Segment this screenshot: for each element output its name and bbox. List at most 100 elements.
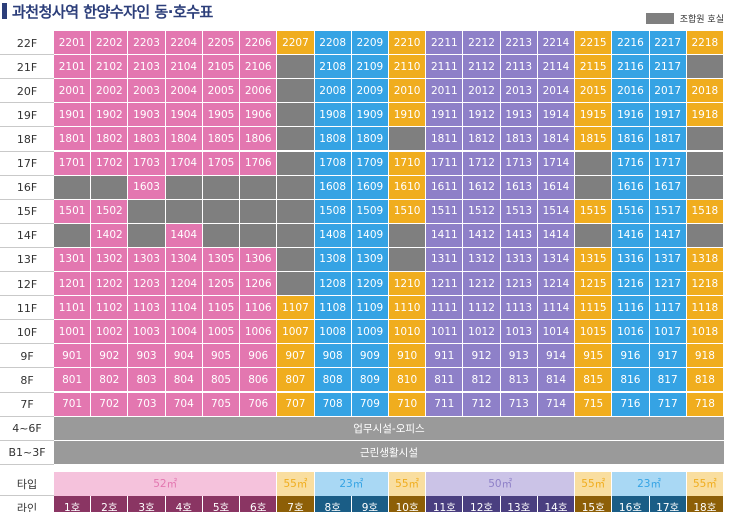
union-member-unit-cell xyxy=(91,175,129,200)
union-member-unit-cell xyxy=(277,223,315,248)
unit-cell: 2108 xyxy=(314,55,352,80)
unit-cell: 914 xyxy=(537,344,576,369)
unit-cell: 710 xyxy=(389,392,427,417)
unit-cell: 807 xyxy=(277,368,315,393)
floor-row: 18F 1801 1802 1803 1804 1805 1806 1808 1809 1811 1… xyxy=(0,127,730,152)
floor-label: 19F xyxy=(16,108,38,122)
legend-swatch xyxy=(645,13,674,24)
unit-cell: 1308 xyxy=(314,247,352,272)
unit-cell: 1303 xyxy=(128,247,166,272)
unit-cell: 817 xyxy=(649,368,687,393)
unit-cell: 801 xyxy=(54,368,92,393)
union-member-unit-cell xyxy=(686,175,724,200)
unit-cell: 909 xyxy=(351,344,389,369)
unit-cell: 1102 xyxy=(91,296,129,321)
unit-cell: 1005 xyxy=(202,320,241,345)
unit-cell: 1201 xyxy=(54,272,92,297)
union-member-unit-cell xyxy=(277,127,315,152)
unit-cell: 1815 xyxy=(575,127,613,152)
unit-cell: 918 xyxy=(686,344,724,369)
unit-cell: 1806 xyxy=(240,127,278,152)
unit-cell: 706 xyxy=(240,392,278,417)
unit-cell: 1511 xyxy=(426,199,464,224)
unit-cell: 703 xyxy=(128,392,166,417)
unit-cell: 2105 xyxy=(202,55,241,80)
line-cell: 8호 xyxy=(314,495,352,512)
unit-cell: 1416 xyxy=(612,223,650,248)
unit-cell: 1208 xyxy=(314,272,352,297)
union-member-unit-cell xyxy=(54,175,92,200)
union-member-unit-cell xyxy=(277,103,315,128)
unit-cell: 2204 xyxy=(165,31,203,56)
unit-cell: 1905 xyxy=(202,103,241,128)
type-segment: 23㎡ xyxy=(612,471,687,496)
floor-row: 16F 1603 1608 1609 1610 1611 1612 1613 1614 1616 1… xyxy=(0,175,730,200)
unit-cell: 902 xyxy=(91,344,129,369)
unit-cell: 2206 xyxy=(240,31,278,56)
unit-cell: 1413 xyxy=(500,223,538,248)
unit-cell: 1802 xyxy=(91,127,129,152)
unit-cell: 1417 xyxy=(649,223,687,248)
unit-cell: 1314 xyxy=(537,247,576,272)
floor-label: 9F xyxy=(20,349,34,363)
unit-cell: 1716 xyxy=(612,151,650,176)
unit-cell: 1210 xyxy=(389,272,427,297)
unit-cell: 2013 xyxy=(500,79,538,104)
line-cell: 14호 xyxy=(537,495,576,512)
unit-cell: 1915 xyxy=(575,103,613,128)
line-cell: 16호 xyxy=(612,495,650,512)
unit-cell: 2111 xyxy=(426,55,464,80)
unit-cell: 1412 xyxy=(463,223,501,248)
unit-cell: 1115 xyxy=(575,296,613,321)
unit-cell: 2203 xyxy=(128,31,166,56)
commercial-band-row: B1~3F 근린생활시설 xyxy=(0,440,730,465)
union-member-unit-cell xyxy=(277,247,315,272)
band-text: 업무시설-오피스 xyxy=(54,416,724,441)
unit-cell: 2216 xyxy=(612,31,650,56)
unit-cell: 1012 xyxy=(463,320,501,345)
floor-row: 13F 1301 1302 1303 1304 1305 1306 1308 1309 1311 1… xyxy=(0,247,730,272)
unit-cell: 915 xyxy=(575,344,613,369)
unit-cell: 1317 xyxy=(649,247,687,272)
unit-cell: 1118 xyxy=(686,296,724,321)
union-member-unit-cell xyxy=(202,199,241,224)
unit-cell: 1714 xyxy=(537,151,576,176)
floor-label: 20F xyxy=(16,84,38,98)
row-divider xyxy=(0,343,54,345)
unit-cell: 1108 xyxy=(314,296,352,321)
unit-cell: 806 xyxy=(240,368,278,393)
unit-cell: 707 xyxy=(277,392,315,417)
unit-cell: 2103 xyxy=(128,55,166,80)
unit-cell: 1216 xyxy=(612,272,650,297)
unit-cell: 1703 xyxy=(128,151,166,176)
type-segment: 55㎡ xyxy=(389,471,427,496)
unit-cell: 1209 xyxy=(351,272,389,297)
floor-row: 10F 1001 1002 1003 1004 1005 1006 1007 1008 1009 1… xyxy=(0,320,730,345)
unit-cell: 1217 xyxy=(649,272,687,297)
row-divider xyxy=(0,150,54,152)
floor-label: 4~6F xyxy=(12,422,42,436)
unit-cell: 1901 xyxy=(54,103,92,128)
unit-cell: 2009 xyxy=(351,79,389,104)
unit-cell: 715 xyxy=(575,392,613,417)
unit-cell: 2202 xyxy=(91,31,129,56)
unit-cell: 1816 xyxy=(612,127,650,152)
unit-cell: 1608 xyxy=(314,175,352,200)
unit-cell: 812 xyxy=(463,368,501,393)
unit-cell: 1710 xyxy=(389,151,427,176)
type-segment: 23㎡ xyxy=(314,471,389,496)
unit-cell: 1610 xyxy=(389,175,427,200)
unit-cell: 1211 xyxy=(426,272,464,297)
unit-cell: 2102 xyxy=(91,55,129,80)
band-text: 근린생활시설 xyxy=(54,440,724,465)
unit-cell: 1313 xyxy=(500,247,538,272)
row-divider xyxy=(0,391,54,393)
unit-cell: 1017 xyxy=(649,320,687,345)
row-divider xyxy=(0,198,54,200)
line-cell: 10호 xyxy=(389,495,427,512)
floor-row: 7F 701 702 703 704 705 706 707 708 709 710 711 712 71… xyxy=(0,392,730,417)
union-member-unit-cell xyxy=(686,127,724,152)
unit-cell: 1706 xyxy=(240,151,278,176)
unit-cell: 1909 xyxy=(351,103,389,128)
unit-cell: 1018 xyxy=(686,320,724,345)
